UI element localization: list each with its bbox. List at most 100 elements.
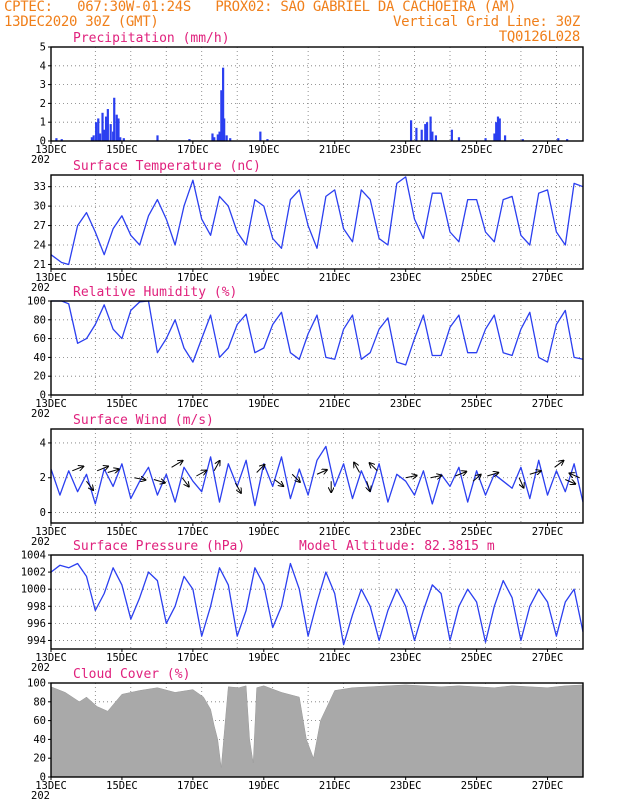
wind-vector — [529, 471, 541, 474]
y-tick-label: 80 — [33, 696, 46, 708]
y-tick-label: 3 — [40, 79, 46, 91]
model-altitude-label: Model Altitude: 82.3815 m — [299, 539, 495, 554]
precip-bar — [211, 133, 214, 141]
x-year-label: 202 — [31, 790, 50, 800]
panel-title: Cloud Cover (%) — [73, 667, 190, 682]
precip-bar — [103, 129, 106, 141]
precip-bar — [222, 67, 225, 141]
precip-bar — [493, 133, 496, 141]
x-tick-label: 19DEC — [248, 526, 280, 538]
x-tick-label: 19DEC — [248, 652, 280, 664]
precip-bar — [225, 135, 228, 141]
x-tick-label: 23DEC — [390, 526, 422, 538]
wind-vector — [86, 480, 93, 490]
x-year-label: 202 — [31, 154, 50, 166]
wind-vector — [274, 479, 283, 486]
x-tick-label: 25DEC — [461, 652, 493, 664]
precip-bar — [266, 139, 269, 141]
precip-bar — [259, 131, 262, 141]
precip-bar — [55, 138, 58, 141]
cloud-cover-area — [50, 684, 584, 778]
x-tick-label: 13DEC — [35, 144, 67, 156]
x-tick-label: 25DEC — [461, 272, 493, 284]
x-tick-label: 13DEC — [35, 272, 67, 284]
precip-bar — [496, 116, 500, 141]
plot-frame — [50, 682, 584, 778]
precip-bar — [119, 137, 122, 141]
y-tick-label: 0 — [40, 136, 46, 148]
y-tick-label: 1002 — [21, 567, 46, 579]
wind-vector — [472, 475, 481, 482]
precip-bar — [495, 122, 498, 141]
panel-rh — [48, 300, 584, 398]
wind-vector — [430, 476, 441, 478]
precip-bar — [431, 131, 434, 141]
y-tick-label: 40 — [33, 734, 46, 746]
y-tick-label: 2 — [40, 98, 46, 110]
y-tick-label: 100 — [27, 296, 46, 308]
x-tick-label: 21DEC — [319, 144, 351, 156]
panel-title: Surface Temperature (nC) — [73, 159, 261, 174]
wind-vector — [107, 469, 119, 472]
wind-vector — [256, 465, 265, 473]
panel-title: Relative Humidity (%) — [73, 285, 237, 300]
x-tick-label: 17DEC — [177, 526, 209, 538]
y-tick-label: 60 — [33, 333, 46, 345]
x-tick-label: 21DEC — [319, 780, 351, 792]
wind-vector — [171, 461, 183, 468]
precip-bar — [213, 137, 216, 141]
wind-vector — [487, 473, 498, 476]
y-tick-label: 30 — [33, 201, 46, 213]
x-tick-label: 13DEC — [35, 526, 67, 538]
y-tick-label: 20 — [33, 371, 46, 383]
y-tick-label: 0 — [40, 507, 46, 519]
precip-bar — [60, 139, 63, 141]
precip-bar — [220, 90, 223, 141]
y-tick-label: 27 — [33, 220, 46, 232]
wind-vector — [153, 479, 165, 482]
wind-vector — [455, 472, 466, 477]
x-tick-label: 19DEC — [248, 272, 280, 284]
x-tick-label: 15DEC — [106, 526, 138, 538]
plot-frame — [50, 428, 584, 524]
x-tick-label: 25DEC — [461, 398, 493, 410]
x-tick-label: 17DEC — [177, 398, 209, 410]
y-tick-label: 33 — [33, 181, 46, 193]
precip-bar — [90, 137, 93, 141]
x-tick-label: 27DEC — [532, 398, 564, 410]
precip-bar — [425, 122, 429, 141]
precip-bar — [156, 135, 159, 141]
y-tick-label: 994 — [27, 635, 46, 647]
panel-title: Surface Wind (m/s) — [73, 413, 214, 428]
x-tick-label: 21DEC — [319, 652, 351, 664]
wind-vector — [354, 463, 360, 473]
precip-bar — [566, 139, 569, 141]
x-tick-label: 25DEC — [461, 144, 493, 156]
plot-frame — [50, 174, 584, 270]
header-grid-line: Vertical Grid Line: 30Z — [393, 14, 580, 30]
panel-wind — [48, 428, 584, 526]
x-tick-label: 27DEC — [532, 526, 564, 538]
precip-bar — [424, 124, 427, 141]
precip-bar — [229, 138, 232, 141]
y-tick-label: 40 — [33, 352, 46, 364]
precip-bar — [122, 138, 125, 141]
precip-bar — [101, 112, 104, 141]
y-tick-label: 80 — [33, 314, 46, 326]
precip-bar — [521, 139, 524, 141]
precip-bar — [420, 129, 423, 141]
precip-bar — [450, 129, 453, 141]
wind-vector — [234, 482, 241, 493]
x-tick-label: 21DEC — [319, 272, 351, 284]
precip-bar — [104, 116, 108, 141]
wind-vector — [196, 471, 206, 477]
y-tick-label: 100 — [27, 678, 46, 690]
wind-vector — [370, 463, 378, 472]
x-tick-label: 17DEC — [177, 144, 209, 156]
x-tick-label: 27DEC — [532, 272, 564, 284]
precip-bar — [92, 135, 95, 141]
header-line-1: CPTEC: 067:30W-01:24S PROX02: SAO GABRIE… — [4, 0, 517, 15]
x-year-label: 202 — [31, 536, 50, 548]
wind-vector — [367, 481, 370, 491]
x-tick-label: 21DEC — [319, 398, 351, 410]
